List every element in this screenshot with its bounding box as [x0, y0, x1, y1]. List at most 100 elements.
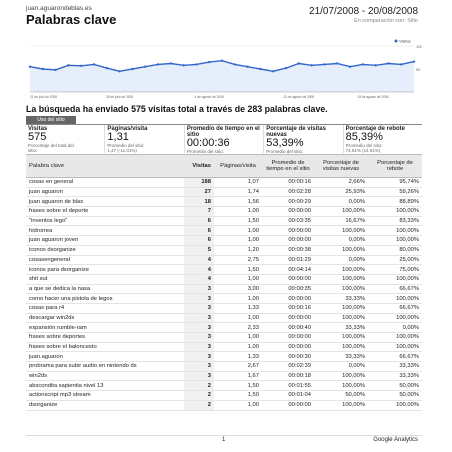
cell-pages-per-visit: 2,33 [214, 322, 262, 333]
data-point [131, 67, 134, 71]
cell-pages-per-visit: 1,67 [214, 371, 262, 382]
metric-value: 1,31 [107, 131, 129, 143]
cell-keyword[interactable]: descargar win2ds [26, 313, 184, 324]
cell-keyword[interactable]: juan aguaron joven [26, 235, 184, 246]
table-row[interactable]: "inventos lego" 6 1,50 00:03:35 16,67% 83,33% [26, 216, 422, 227]
cell-keyword[interactable]: frases sobre el baloncesto [26, 342, 184, 353]
cell-pages-per-visit: 1,33 [214, 351, 262, 363]
table-row[interactable]: descargar win2ds 3 1,00 00:00:00 100,00% 100,… [26, 313, 422, 324]
col-header-pages-per-visit[interactable]: Páginas/visita [214, 154, 262, 178]
metric-sub: 1,47 (-11,01%) [107, 148, 137, 153]
cell-new-visits: 0,00% [314, 196, 368, 208]
data-point [246, 65, 249, 68]
table-row[interactable]: juan aguaron de blas 18 1,56 00:00:29 0,00% 8… [26, 196, 422, 208]
col-header-bounce-rate[interactable]: Porcentaje de rebote [368, 154, 422, 178]
cell-visits: 3 [184, 313, 214, 324]
cell-keyword[interactable]: hidrorrea [26, 225, 184, 237]
table-row[interactable]: iconos para dsorganize 4 1,50 00:04:14 100,0… [26, 264, 422, 275]
table-row[interactable]: hidrorrea 6 1,00 00:00:00 100,00% 100,00% [26, 225, 422, 237]
cell-bounce-rate: 100,00% [368, 274, 422, 285]
cell-pages-per-visit: 2,67 [214, 361, 262, 372]
cell-avg-time: 00:00:18 [262, 371, 314, 382]
cell-bounce-rate: 25,00% [368, 255, 422, 266]
cell-avg-time: 00:00:29 [262, 196, 314, 208]
cell-new-visits: 100,00% [314, 342, 368, 353]
col-header-new-visits[interactable]: Porcentaje de visitas nuevas [314, 154, 368, 178]
cell-keyword[interactable]: frases sobre deportes [26, 332, 184, 343]
table-row[interactable]: frases sobre el deporte 7 1,00 00:00:00 100,… [26, 206, 422, 217]
col-header-visits[interactable]: Visitas [184, 154, 214, 178]
table-row[interactable]: probrama para subir audio en nintendo ds… [26, 361, 422, 372]
cell-visits: 2 [184, 390, 214, 401]
cell-keyword[interactable]: abscondita sapientia nivel 13 [26, 380, 184, 392]
table-row[interactable]: como hacer una pistola de legos 3 1,00 00:0… [26, 293, 422, 304]
table-row[interactable]: shit sut 4 1,00 00:00:00 100,00% 100,00% [26, 274, 422, 285]
cell-pages-per-visit: 1,33 [214, 303, 262, 314]
data-point [310, 64, 313, 67]
y-tick-label: 50 [416, 67, 421, 72]
x-tick-label: 4 de agosto de 2008 [195, 95, 224, 99]
table-row[interactable]: dsorganize 2 1,00 00:00:00 100,00% 100,00% [26, 400, 422, 411]
date-range[interactable]: 21/07/2008 - 20/08/2008 [309, 6, 418, 17]
col-header-keyword[interactable]: Palabra clave [26, 154, 184, 178]
table-row[interactable]: frases sobre el baloncesto 3 1,00 00:00:00 1… [26, 342, 422, 353]
cell-keyword[interactable]: como hacer una pistola de legos [26, 293, 184, 304]
table-row[interactable]: abscondita sapientia nivel 13 2 1,50 00:01:… [26, 380, 422, 392]
cell-bounce-rate: 59,26% [368, 187, 422, 198]
table-row[interactable]: iconos dsorganize 5 1,20 00:00:38 100,00% 80,… [26, 245, 422, 256]
x-tick-label: 21 de julio de 2008 [30, 95, 57, 99]
tab-site-usage[interactable]: Uso del sitio [26, 116, 76, 124]
col-header-avg-time[interactable]: Promedio de tiempo en el sitio [262, 154, 314, 178]
cell-visits: 5 [184, 245, 214, 256]
cell-keyword[interactable]: win2ds [26, 371, 184, 382]
table-row[interactable]: frases sobre deportes 3 1,00 00:00:00 100,00… [26, 332, 422, 343]
table-row[interactable]: actionscript mp3 stream 2 1,50 00:01:04 50,0… [26, 390, 422, 401]
cell-keyword[interactable]: probrama para subir audio en nintendo ds [26, 361, 184, 372]
table-row[interactable]: cosasengeneral 4 2,75 00:01:29 0,00% 25,00% [26, 255, 422, 266]
table-row[interactable]: expansión rumble-ram 3 2,33 00:00:40 33,33% 0… [26, 322, 422, 333]
metric-card: Visitas 575 Porcentaje del total del sitio:… [26, 125, 106, 158]
cell-pages-per-visit: 1,00 [214, 206, 262, 217]
cell-visits: 188 [184, 177, 214, 188]
cell-keyword[interactable]: a que se dedica la nasa [26, 284, 184, 295]
cell-keyword[interactable]: iconos dsorganize [26, 245, 184, 256]
metric-card: Porcentaje de rebote 85,39% Promedio del s… [344, 125, 422, 153]
data-point [348, 65, 352, 68]
table-row[interactable]: juan aguaron 27 1,74 00:02:28 25,93% 59,26% [26, 187, 422, 198]
cell-bounce-rate: 80,00% [368, 245, 422, 256]
cell-visits: 4 [184, 264, 214, 275]
cell-keyword[interactable]: dsorganize [26, 400, 184, 411]
cell-keyword[interactable]: juan aguaron de blas [26, 196, 184, 208]
cell-keyword[interactable]: actionscript mp3 stream [26, 390, 184, 401]
cell-keyword[interactable]: expansión rumble-ram [26, 322, 184, 333]
cell-new-visits: 0,00% [314, 235, 368, 246]
cell-bounce-rate: 66,67% [368, 303, 422, 314]
metric-value: 00:00:36 [186, 137, 230, 149]
table-row[interactable]: a que se dedica la nasa 3 3,00 00:00:35 100,… [26, 284, 422, 295]
table-row[interactable]: win2ds 3 1,67 00:00:18 100,00% 33,33% [26, 371, 422, 382]
cell-visits: 3 [184, 351, 214, 363]
cell-keyword[interactable]: frases sobre el deporte [26, 206, 184, 217]
cell-keyword[interactable]: cosas en general [26, 177, 184, 188]
metrics-summary: Visitas 575 Porcentaje del total del sitio:… [26, 125, 422, 159]
cell-keyword[interactable]: "inventos lego" [26, 216, 184, 227]
cell-keyword[interactable]: cosas para r4 [26, 303, 184, 314]
series-area [30, 60, 414, 92]
table-row[interactable]: juan aguaron joven 6 1,00 00:00:00 0,00% 100,… [26, 235, 422, 246]
cell-keyword[interactable]: shit sut [26, 274, 184, 285]
cell-keyword[interactable]: juan.aguaron [26, 351, 184, 363]
cell-bounce-rate: 100,00% [368, 332, 422, 343]
table-row[interactable]: cosas en general 188 1,07 00:00:16 2,66% 95,7… [26, 177, 422, 188]
table-row[interactable]: juan.aguaron 3 1,33 00:00:30 33,33% 66,67% [26, 351, 422, 363]
cell-keyword[interactable]: iconos para dsorganize [26, 264, 184, 275]
cell-new-visits: 2,66% [314, 177, 368, 188]
cell-bounce-rate: 33,33% [368, 371, 422, 382]
cell-bounce-rate: 100,00% [368, 342, 422, 353]
cell-keyword[interactable]: cosasengeneral [26, 255, 184, 266]
cell-new-visits: 100,00% [314, 303, 368, 314]
table-row[interactable]: cosas para r4 3 1,33 00:00:16 100,00% 66,67% [26, 303, 422, 314]
data-point [169, 62, 172, 65]
cell-bounce-rate: 50,00% [368, 380, 422, 392]
table-header-row: Palabra clave Visitas Páginas/visita Pro… [26, 154, 422, 178]
cell-keyword[interactable]: juan aguaron [26, 187, 184, 198]
